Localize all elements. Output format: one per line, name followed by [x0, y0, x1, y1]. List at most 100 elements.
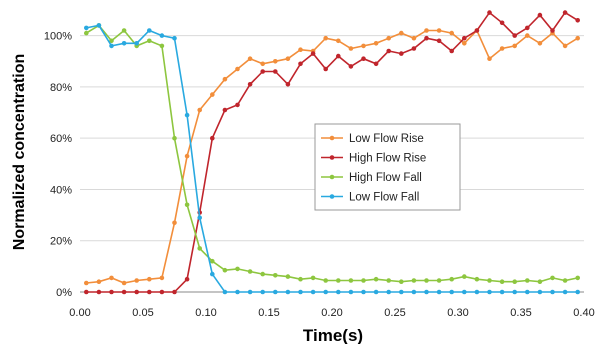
data-point — [159, 33, 165, 38]
data-point — [525, 289, 530, 295]
data-point — [159, 275, 165, 281]
data-point — [285, 274, 291, 279]
y-tick-label: 80% — [50, 82, 72, 94]
data-point — [96, 23, 102, 28]
data-point — [310, 275, 316, 281]
data-point — [222, 267, 228, 273]
data-point — [336, 53, 341, 59]
x-tick-label: 0.05 — [132, 307, 153, 319]
data-point — [537, 289, 543, 295]
data-point — [474, 28, 480, 33]
data-point — [260, 289, 266, 295]
data-point — [499, 46, 505, 51]
data-point — [109, 289, 114, 295]
data-point — [310, 51, 316, 56]
data-point — [273, 69, 278, 74]
data-point — [172, 289, 177, 295]
data-point — [386, 35, 392, 41]
data-point — [235, 66, 240, 72]
data-point — [575, 275, 580, 281]
data-point — [147, 28, 152, 33]
data-point — [361, 278, 366, 283]
data-point — [134, 41, 139, 46]
data-point — [399, 289, 404, 295]
data-point — [499, 20, 505, 26]
x-tick-label: 0.15 — [258, 307, 279, 319]
data-point — [260, 271, 266, 277]
data-point — [462, 41, 467, 46]
data-point — [197, 246, 202, 251]
data-point — [172, 135, 177, 141]
data-point — [210, 271, 215, 277]
legend-item: Low Flow Fall — [321, 192, 419, 204]
y-tick-label: 40% — [50, 184, 72, 196]
data-point — [210, 92, 215, 97]
data-point — [134, 278, 139, 283]
data-point — [348, 278, 354, 283]
series-high-flow-fall — [84, 23, 580, 285]
data-point — [121, 280, 127, 286]
data-point — [411, 35, 417, 41]
data-point — [298, 276, 303, 282]
legend-label: High Flow Fall — [349, 172, 422, 184]
data-point — [323, 289, 329, 295]
data-point — [462, 274, 467, 279]
data-point — [424, 28, 429, 33]
data-point — [512, 33, 517, 38]
data-point — [550, 28, 555, 33]
data-point — [109, 38, 114, 44]
data-point — [436, 28, 442, 33]
data-point — [550, 275, 555, 281]
series-line — [86, 29, 579, 284]
data-point — [562, 10, 568, 15]
data-point — [373, 41, 379, 46]
data-point — [184, 112, 190, 118]
legend-swatch-marker — [329, 155, 335, 160]
data-point — [499, 289, 505, 295]
data-point — [235, 102, 240, 108]
data-point — [134, 289, 139, 295]
data-point — [210, 135, 215, 141]
data-point — [147, 289, 152, 295]
legend-swatch-marker — [329, 174, 335, 180]
data-point — [386, 278, 392, 283]
data-point — [487, 278, 492, 283]
data-point — [222, 76, 228, 82]
data-point — [298, 61, 303, 67]
series-low-flow-fall — [84, 23, 580, 295]
data-point — [512, 43, 517, 49]
data-point — [487, 289, 492, 295]
data-point — [373, 61, 379, 67]
data-point — [436, 38, 442, 44]
series-line — [85, 24, 578, 283]
data-point — [323, 278, 329, 283]
x-tick-label: 0.35 — [510, 307, 531, 319]
data-point — [575, 18, 580, 23]
y-axis-ticks: 0% 20% 40% 60% 80% 100% — [44, 31, 72, 299]
legend-label: Low Flow Fall — [349, 192, 419, 204]
data-point — [121, 41, 127, 46]
data-point — [361, 56, 366, 61]
data-point — [550, 289, 555, 295]
data-point — [399, 30, 404, 36]
data-point — [121, 289, 127, 295]
data-point — [411, 289, 417, 295]
data-point — [109, 43, 114, 49]
data-point — [96, 279, 102, 285]
data-point — [285, 56, 291, 61]
series-line — [86, 11, 579, 293]
data-point — [399, 279, 404, 285]
data-point — [310, 289, 316, 295]
data-point — [285, 82, 291, 87]
data-point — [84, 280, 89, 286]
data-point — [210, 258, 215, 264]
data-point — [449, 289, 455, 295]
data-point — [512, 279, 517, 285]
data-point — [449, 276, 455, 282]
data-point — [348, 64, 354, 69]
data-point — [336, 289, 341, 295]
data-point — [273, 273, 278, 278]
y-tick-label: 60% — [50, 133, 72, 145]
data-point — [474, 289, 480, 295]
data-point — [411, 278, 417, 283]
